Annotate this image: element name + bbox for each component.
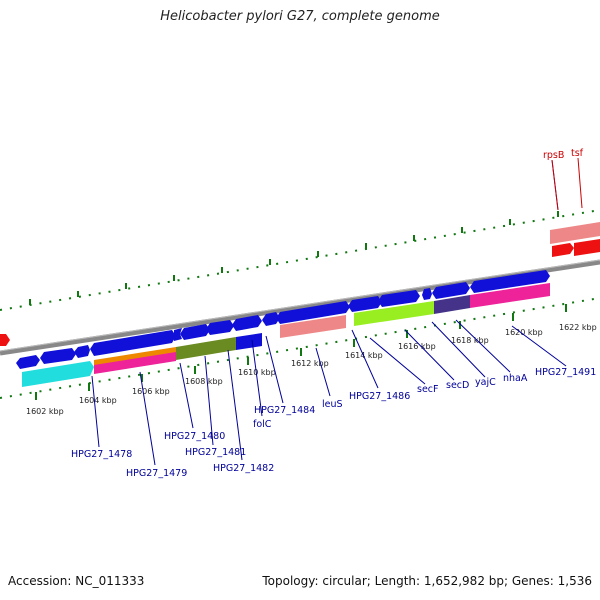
gene-label-secD: secD — [446, 380, 469, 391]
gene-label-HPG27_1482: HPG27_1482 — [213, 463, 274, 474]
kbp-label: 1602 kbp — [26, 407, 64, 416]
gene-label-secF: secF — [417, 384, 438, 395]
kbp-label: 1612 kbp — [291, 359, 329, 368]
kbp-label: 1610 kbp — [238, 368, 276, 377]
gene-label-folC: folC — [253, 419, 272, 430]
kbp-label: 1616 kbp — [398, 342, 436, 351]
gene-label-yajC: yajC — [475, 377, 496, 388]
topology-label: Topology: circular; Length: 1,652,982 bp… — [262, 574, 592, 588]
gene-label-HPG27_1479: HPG27_1479 — [126, 468, 187, 479]
second-row-features — [22, 283, 550, 387]
gene-label-tsf: tsf — [571, 148, 584, 159]
label-leader-lines — [91, 157, 583, 466]
gene-label-HPG27_1480: HPG27_1480 — [164, 431, 225, 442]
gene-arrow-reverse-left — [0, 334, 10, 346]
gene-label-HPG27_1484: HPG27_1484 — [254, 405, 315, 416]
forward-genes — [16, 270, 550, 369]
kbp-labels: 1602 kbp 1604 kbp 1606 kbp 1608 kbp 1610… — [26, 323, 597, 416]
kbp-label: 1618 kbp — [451, 336, 489, 345]
kbp-label: 1604 kbp — [79, 396, 117, 405]
upper-right-features — [550, 222, 600, 257]
genome-title: Helicobacter pylori G27, complete genome — [160, 9, 440, 24]
accession-label: Accession: NC_011333 — [8, 574, 145, 588]
kbp-label: 1608 kbp — [185, 377, 223, 386]
gene-label-HPG27_1491: HPG27_1491 — [535, 367, 596, 378]
kbp-label: 1622 kbp — [559, 323, 597, 332]
kbp-label: 1620 kbp — [505, 328, 543, 337]
gene-label-HPG27_1486: HPG27_1486 — [349, 391, 410, 402]
gene-label-HPG27_1481: HPG27_1481 — [185, 447, 246, 458]
gene-label-rpsB: rpsB — [543, 150, 564, 161]
gene-label-leuS: leuS — [322, 399, 343, 410]
gene-label-nhaA: nhaA — [503, 373, 528, 384]
kbp-label: 1606 kbp — [132, 387, 170, 396]
upper-scale-line — [0, 209, 600, 311]
gene-labels: rpsB tsf HPG27_1478 HPG27_1479 HPG27_148… — [71, 148, 596, 479]
upper-major-ticks — [29, 211, 559, 305]
lower-scale-line — [0, 297, 600, 399]
gene-label-HPG27_1478: HPG27_1478 — [71, 449, 132, 460]
